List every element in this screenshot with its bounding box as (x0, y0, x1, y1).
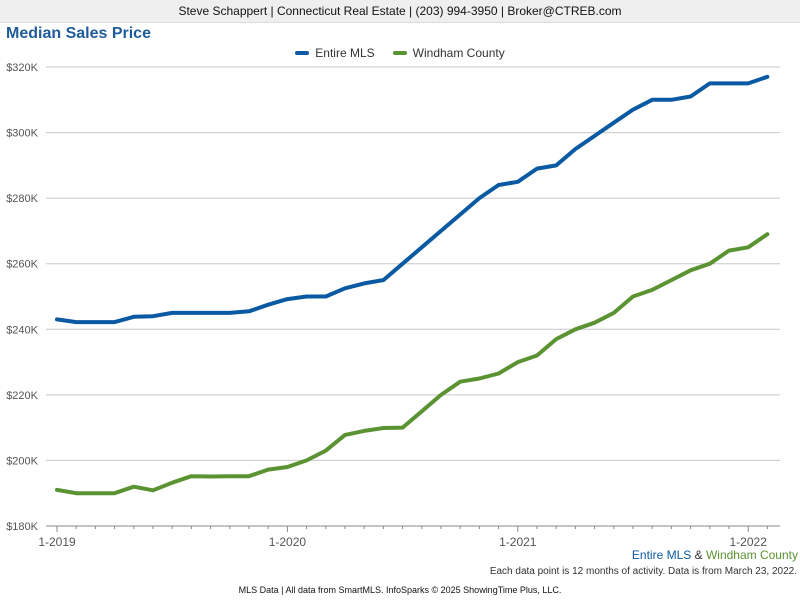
page-footer: MLS Data | All data from SmartMLS. InfoS… (238, 585, 562, 595)
series-line-windham-county (55, 232, 770, 496)
series-note-ampersand: & (694, 548, 703, 562)
series-note-windham-county: Windham County (705, 548, 798, 562)
legend-item-windham-county[interactable]: Windham County (392, 46, 505, 60)
y-tick-label-6: $300K (6, 128, 38, 140)
y-tick-label-1: $200K (6, 455, 38, 467)
y-tick-label-5: $280K (6, 193, 38, 205)
y-tick-label-2: $220K (6, 390, 38, 402)
series-note: Entire MLS & Windham County (632, 548, 798, 562)
legend-item-entire-mls[interactable]: Entire MLS (295, 46, 375, 60)
legend-swatch-windham-county (392, 51, 407, 55)
y-tick-label-0: $180K (6, 521, 38, 533)
x-tick-label-3: 1-2022 (730, 535, 768, 549)
legend-label-windham-county: Windham County (412, 46, 505, 60)
y-tick-label-4: $260K (6, 259, 38, 271)
x-tick-label-2: 1-2021 (499, 535, 537, 549)
series-note-entire-mls: Entire MLS (631, 548, 692, 562)
data-footnote: Each data point is 12 months of activity… (489, 566, 797, 577)
series-line-entire-mls (55, 74, 770, 325)
chart-legend: Entire MLS Windham County (0, 46, 800, 60)
legend-swatch-entire-mls (295, 51, 310, 55)
header-bar: Steve Schappert | Connecticut Real Estat… (0, 0, 800, 23)
y-tick-label-7: $320K (6, 62, 38, 74)
chart-title: Median Sales Price (6, 25, 151, 42)
y-tick-label-3: $240K (6, 324, 38, 336)
x-tick-label-1: 1-2020 (269, 535, 307, 549)
x-tick-label-0: 1-2019 (38, 535, 76, 549)
header-contact-text: Steve Schappert | Connecticut Real Estat… (178, 4, 622, 18)
legend-label-entire-mls: Entire MLS (315, 46, 375, 60)
